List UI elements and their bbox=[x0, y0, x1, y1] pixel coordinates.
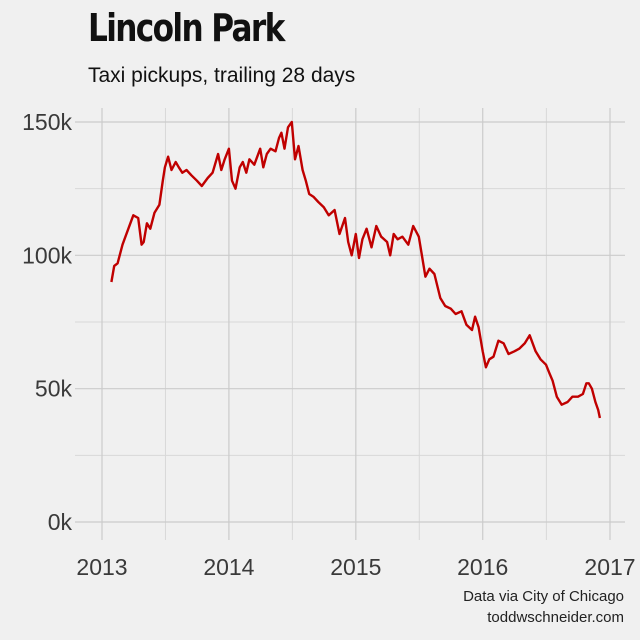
x-tick-label: 2016 bbox=[457, 554, 508, 580]
x-tick-label: 2013 bbox=[76, 554, 127, 580]
chart-title: Lincoln Park bbox=[88, 6, 285, 50]
x-tick-label: 2017 bbox=[584, 554, 635, 580]
series-line bbox=[110, 120, 602, 419]
chart-subtitle: Taxi pickups, trailing 28 days bbox=[88, 64, 356, 87]
x-tick-label: 2014 bbox=[203, 554, 254, 580]
y-tick-label: 0k bbox=[48, 509, 73, 535]
y-tick-label: 150k bbox=[22, 109, 72, 135]
y-axis: 0k 50k 100k 150k bbox=[22, 109, 72, 535]
x-tick-label: 2015 bbox=[330, 554, 381, 580]
x-axis: 2013 2014 2015 2016 2017 bbox=[76, 554, 635, 580]
y-tick-label: 100k bbox=[22, 242, 72, 268]
credit-site: toddwschneider.com bbox=[487, 609, 624, 626]
credit-source: Data via City of Chicago bbox=[463, 588, 624, 605]
y-tick-label: 50k bbox=[35, 376, 73, 402]
grid-lines bbox=[75, 108, 625, 540]
